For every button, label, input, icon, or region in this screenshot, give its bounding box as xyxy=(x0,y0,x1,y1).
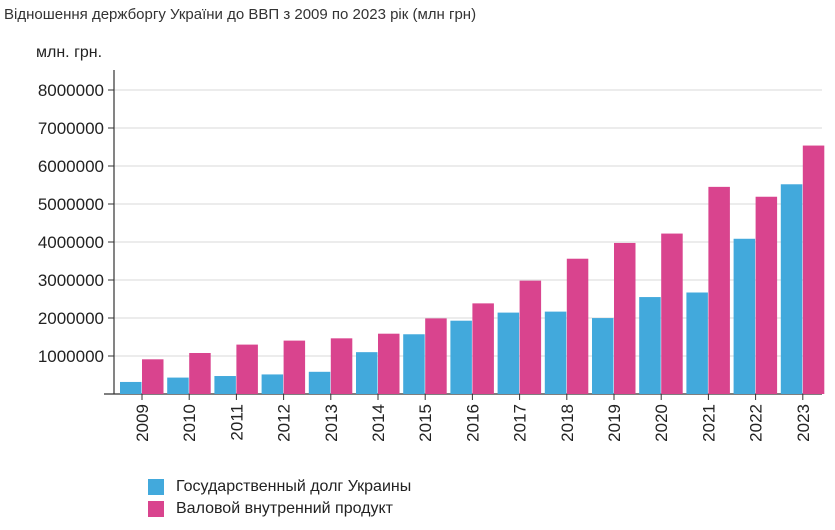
bar-debt-2013 xyxy=(308,371,331,394)
x-tick-label: 2009 xyxy=(133,404,152,442)
legend-swatch-gdp xyxy=(148,501,164,517)
bar-debt-2022 xyxy=(733,238,756,394)
x-tick-label: 2018 xyxy=(558,404,577,442)
y-axis-label: млн. грн. xyxy=(36,44,103,61)
x-tick-label: 2015 xyxy=(416,404,435,442)
legend-label-gdp: Валовой внутренний продукт xyxy=(176,500,393,517)
y-tick-label: 5000000 xyxy=(38,195,104,214)
x-tick-label: 2020 xyxy=(652,404,671,442)
bar-gdp-2010 xyxy=(189,352,211,394)
bar-debt-2016 xyxy=(450,320,472,394)
bar-debt-2014 xyxy=(356,352,378,394)
x-tick-label: 2014 xyxy=(369,404,388,442)
legend-label-debt: Государственный долг Украины xyxy=(176,478,412,495)
bar-gdp-2022 xyxy=(755,196,778,394)
bar-gdp-2021 xyxy=(708,186,730,394)
y-tick-label: 3000000 xyxy=(38,271,104,290)
bar-chart: 1000000 2000000 3000000 4000000 5000000 60000… xyxy=(38,70,825,442)
y-tick-label: 1000000 xyxy=(38,347,104,366)
bar-gdp-2013 xyxy=(330,338,353,394)
legend-swatch-debt xyxy=(148,479,164,495)
y-tick-label: 7000000 xyxy=(38,119,104,138)
bar-debt-2011 xyxy=(214,376,236,394)
bar-gdp-2018 xyxy=(566,258,589,394)
y-tick-label: 2000000 xyxy=(38,309,104,328)
bar-debt-2018 xyxy=(544,311,567,394)
bar-debt-2012 xyxy=(261,374,284,394)
bar-gdp-2011 xyxy=(236,344,258,394)
bar-gdp-2016 xyxy=(472,303,494,394)
x-tick-label: 2010 xyxy=(180,404,199,442)
bar-debt-2020 xyxy=(639,297,661,394)
y-tick-label: 6000000 xyxy=(38,157,104,176)
legend: Государственный долг Украины Валовой вну… xyxy=(148,476,411,520)
x-tick-label: 2011 xyxy=(227,404,246,441)
bar-debt-2017 xyxy=(497,312,520,394)
x-tick-label: 2017 xyxy=(511,404,530,442)
legend-item-debt: Государственный долг Украины xyxy=(148,476,411,498)
x-tick-label: 2013 xyxy=(322,404,341,442)
bar-debt-2015 xyxy=(403,334,425,394)
bar-gdp-2023 xyxy=(802,145,825,394)
x-tick-label: 2021 xyxy=(699,404,718,442)
bar-debt-2021 xyxy=(686,292,708,394)
bar-gdp-2015 xyxy=(425,318,447,394)
x-tick-label: 2022 xyxy=(747,404,766,442)
bar-gdp-2020 xyxy=(661,233,683,394)
x-tick-label: 2016 xyxy=(463,404,482,442)
x-tick-label: 2012 xyxy=(275,404,294,442)
bar-debt-2010 xyxy=(167,377,189,394)
x-tick-label: 2023 xyxy=(794,404,813,442)
bar-debt-2023 xyxy=(780,184,803,394)
bar-debt-2019 xyxy=(592,318,614,394)
bar-gdp-2019 xyxy=(614,242,636,394)
bar-gdp-2009 xyxy=(142,359,164,394)
y-tick-label: 4000000 xyxy=(38,233,104,252)
y-tick-label: 8000000 xyxy=(38,81,104,100)
bar-gdp-2014 xyxy=(378,333,400,394)
bar-debt-2009 xyxy=(120,381,142,394)
bar-gdp-2017 xyxy=(519,280,542,394)
x-tick-label: 2019 xyxy=(605,404,624,442)
chart-title: Відношення держборгу України до ВВП з 20… xyxy=(4,6,477,23)
legend-item-gdp: Валовой внутренний продукт xyxy=(148,498,411,520)
bar-gdp-2012 xyxy=(283,340,306,394)
